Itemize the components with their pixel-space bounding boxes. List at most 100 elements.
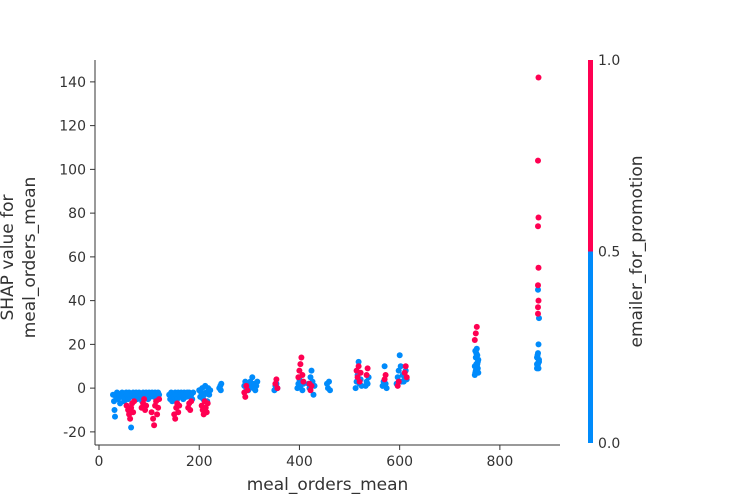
y-tick-label: 40 <box>68 294 86 310</box>
y-tick-label: 20 <box>68 337 86 353</box>
data-point-high <box>150 415 157 422</box>
y-tick-label: 140 <box>59 75 86 91</box>
data-point-low <box>472 347 479 354</box>
data-point-high <box>154 411 161 418</box>
y-tick-label: -20 <box>63 425 86 441</box>
data-point-high <box>402 363 409 370</box>
data-point-high <box>148 409 155 416</box>
data-point-low <box>535 350 541 357</box>
y-tick-label: 60 <box>68 250 86 266</box>
colorbar: 0.0 0.5 1.0 emailer_for_promotion <box>588 53 647 452</box>
data-point-high <box>130 409 137 416</box>
data-point-low <box>308 367 315 374</box>
y-axis-title-line: meal_orders_mean <box>20 177 40 339</box>
data-point-low <box>112 413 118 420</box>
data-point-high <box>131 398 138 405</box>
colorbar-title: emailer_for_promotion <box>627 155 647 347</box>
data-point-low <box>364 380 371 387</box>
scatter-points <box>110 74 542 431</box>
data-point-high <box>296 367 303 374</box>
data-point-low <box>381 363 388 370</box>
data-point-high <box>176 402 183 409</box>
data-point-high <box>151 422 158 429</box>
data-point-low <box>111 407 118 413</box>
data-point-low <box>396 352 403 359</box>
data-point-high <box>535 304 541 311</box>
data-point-low <box>536 358 542 365</box>
data-point-high <box>364 365 371 372</box>
x-tick-label: 200 <box>186 454 213 470</box>
ticks: 0 200 400 600 800 -20 0 20 40 60 80 100 120 140 <box>59 75 513 470</box>
data-point-low <box>218 380 225 387</box>
data-point-low <box>207 387 214 394</box>
data-point-high <box>403 374 410 381</box>
data-point-high <box>535 297 542 304</box>
data-point-high <box>535 282 541 289</box>
data-point-low <box>310 391 317 398</box>
data-point-high <box>308 382 315 389</box>
data-point-high <box>244 387 251 394</box>
data-point-high <box>155 404 162 411</box>
data-point-high <box>357 369 364 376</box>
data-point-high <box>274 385 281 392</box>
y-tick-label: 0 <box>77 381 86 397</box>
data-point-high <box>141 396 148 403</box>
data-point-high <box>298 354 305 361</box>
data-point-low <box>128 424 135 431</box>
data-point-low <box>299 387 306 394</box>
data-point-low <box>397 363 404 370</box>
x-tick-label: 800 <box>487 454 514 470</box>
data-point-low <box>473 361 480 368</box>
data-point-high <box>535 157 541 164</box>
data-point-high <box>535 223 541 230</box>
data-point-high <box>382 372 389 378</box>
data-point-high <box>472 330 479 337</box>
data-point-low <box>383 385 390 392</box>
data-point-high <box>355 363 362 370</box>
data-point-high <box>204 400 211 407</box>
data-point-low <box>535 365 542 372</box>
data-point-high <box>297 361 304 368</box>
colorbar-tick-label: 0.5 <box>598 245 620 261</box>
y-tick-label: 80 <box>68 206 86 222</box>
x-axis-title: meal_orders_mean <box>247 475 409 495</box>
colorbar-tick-label: 1.0 <box>598 53 620 69</box>
data-point-high <box>535 214 542 221</box>
data-point-high <box>535 310 541 317</box>
y-axis-title-line: SHAP value for <box>0 194 18 320</box>
data-point-low <box>217 387 224 394</box>
data-point-high <box>363 372 370 378</box>
data-point-high <box>156 396 163 403</box>
data-point-low <box>190 389 197 396</box>
y-tick-label: 100 <box>59 162 86 178</box>
data-point-low <box>327 387 333 394</box>
data-point-low <box>156 391 163 398</box>
x-tick-label: 0 <box>95 454 104 470</box>
data-point-high <box>473 323 480 330</box>
data-point-low <box>326 378 332 385</box>
data-point-low <box>535 341 542 348</box>
y-tick-label: 120 <box>59 119 86 135</box>
data-point-high <box>299 372 306 378</box>
data-point-high <box>127 415 134 422</box>
data-point-low <box>473 367 480 374</box>
data-point-high <box>395 378 402 385</box>
data-point-high <box>273 376 280 383</box>
data-point-high <box>471 337 478 343</box>
data-point-high <box>356 378 363 385</box>
colorbar-gradient <box>588 60 593 443</box>
x-tick-label: 400 <box>286 454 313 470</box>
data-point-high <box>175 409 182 416</box>
data-point-low <box>249 374 256 381</box>
data-point-low <box>352 385 359 392</box>
data-point-high <box>187 407 194 413</box>
y-axis-title: SHAP value for meal_orders_mean <box>0 177 40 339</box>
data-point-high <box>535 74 542 81</box>
axes <box>94 60 560 446</box>
data-point-low <box>535 286 541 293</box>
data-point-high <box>143 402 150 409</box>
colorbar-ticks: 0.0 0.5 1.0 <box>598 53 620 452</box>
data-point-high <box>300 378 307 385</box>
data-point-high <box>188 398 195 405</box>
